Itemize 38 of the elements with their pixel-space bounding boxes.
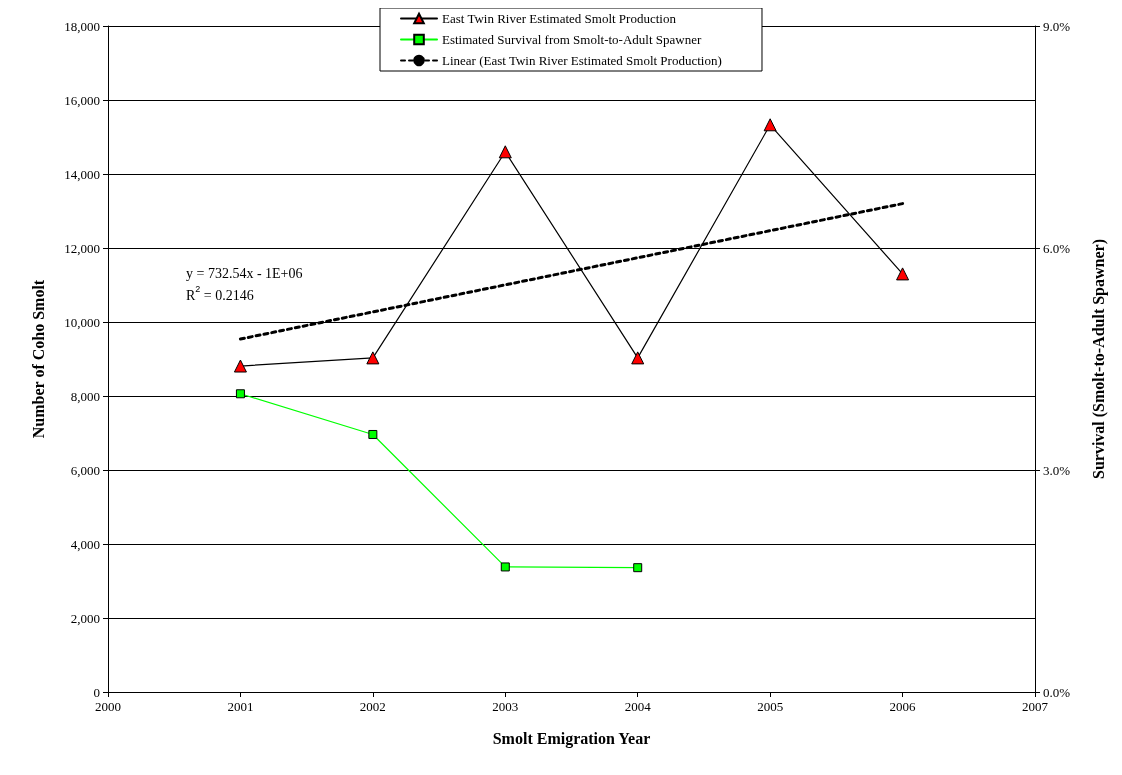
point: [896, 267, 910, 281]
x-tick-label: 2005: [757, 699, 784, 714]
x-tick-label: 2001: [227, 699, 254, 714]
legend-label: Linear (East Twin River Estimated Smolt Production): [442, 53, 722, 68]
x-tick-label: 2000: [95, 699, 121, 714]
y-tick-label: 18,000: [64, 18, 100, 34]
y-tick-label: 4,000: [70, 536, 100, 552]
y-tick-label: 10,000: [64, 314, 100, 330]
point: [368, 429, 378, 439]
legend-label: East Twin River Estimated Smolt Production: [442, 11, 677, 26]
y-axis-title: Number of Coho Smolt: [29, 279, 47, 439]
point: [500, 562, 510, 572]
legend-label: Estimated Survival from Smolt-to-Adult Spawner: [442, 32, 702, 47]
x-tick-label: 2003: [492, 699, 519, 714]
x-tick-label: 2002: [359, 699, 386, 714]
x-tick-label: 2004: [624, 699, 652, 714]
y2-tick-label: 9.0%: [1043, 18, 1071, 34]
point: [631, 351, 645, 365]
x-axis-title: Smolt Emigration Year: [492, 729, 651, 748]
y-tick-label: 0: [93, 684, 100, 700]
y-tick-label: 16,000: [64, 92, 100, 108]
y-tick-label: 8,000: [70, 388, 100, 404]
y-tick-label: 12,000: [64, 240, 100, 256]
point: [763, 118, 777, 132]
point: [633, 563, 643, 573]
y2-axis-title: Survival (Smolt-to-Adult Spawner): [1089, 238, 1108, 480]
y-tick-label: 6,000: [70, 462, 100, 478]
y2-tick-label: 0.0%: [1043, 684, 1071, 700]
y-tick-label: 2,000: [70, 610, 100, 626]
y2-tick-label: 3.0%: [1043, 462, 1071, 478]
y-tick-label: 14,000: [64, 166, 100, 182]
x-tick-label: 2006: [889, 699, 917, 714]
point: [233, 359, 247, 373]
point: [366, 351, 380, 365]
x-tick-label: 2007: [1022, 699, 1049, 714]
y2-tick-label: 6.0%: [1043, 240, 1071, 256]
point: [235, 389, 245, 399]
point: [498, 145, 512, 159]
